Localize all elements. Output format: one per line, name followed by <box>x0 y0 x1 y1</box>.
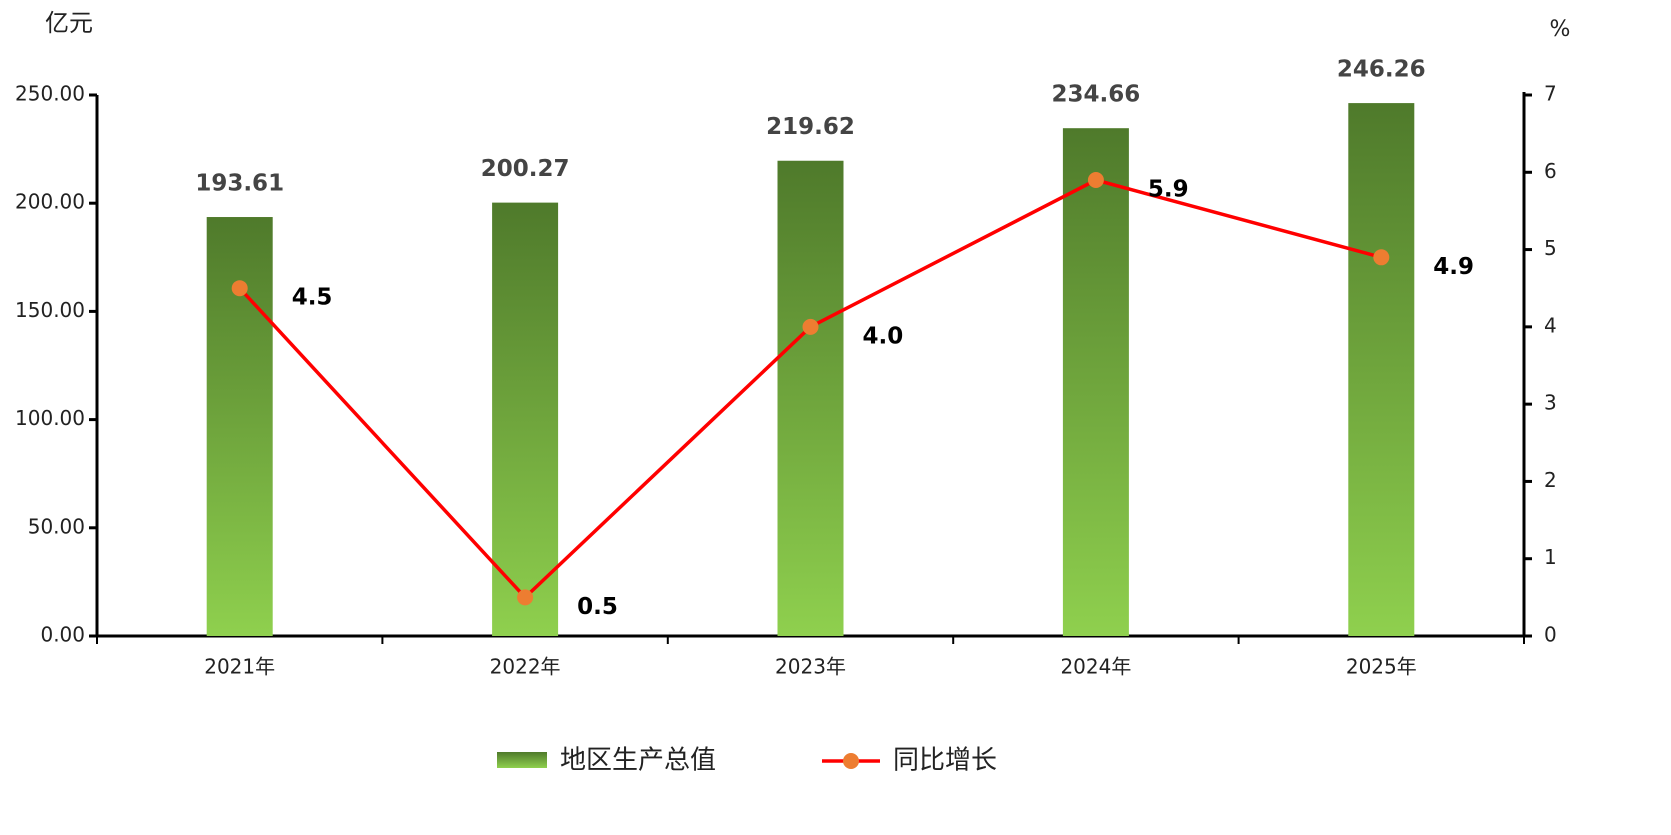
line-value-label: 5.9 <box>1148 177 1189 203</box>
bar <box>1062 128 1129 637</box>
bar <box>206 217 273 636</box>
x-tick-label: 2023年 <box>775 655 846 679</box>
bar-value-label: 219.62 <box>766 114 855 140</box>
y2-tick-label: 5 <box>1544 236 1557 260</box>
y2-tick-label: 7 <box>1544 82 1557 106</box>
line-marker <box>1087 172 1104 189</box>
line-marker <box>1373 249 1390 266</box>
y-unit: 亿元 <box>45 9 93 37</box>
bar-value-label: 234.66 <box>1052 82 1141 108</box>
x-tick-label: 2025年 <box>1346 655 1417 679</box>
legend-label: 同比增长 <box>893 746 997 776</box>
line-value-label: 0.5 <box>577 594 618 620</box>
y2-tick-label: 6 <box>1544 159 1557 183</box>
bar <box>777 160 844 637</box>
y-tick-label: 0.00 <box>40 623 85 647</box>
y-tick-label: 150.00 <box>15 298 85 322</box>
line-value-label: 4.0 <box>863 323 904 349</box>
y-tick-label: 200.00 <box>15 190 85 214</box>
line-marker <box>802 318 819 335</box>
bar-value-label: 193.61 <box>195 171 284 197</box>
y-tick-label: 250.00 <box>15 82 85 106</box>
y-tick-label: 50.00 <box>28 514 85 538</box>
bar-value-label: 246.26 <box>1337 57 1426 83</box>
y2-tick-label: 2 <box>1544 468 1557 492</box>
line-marker <box>517 589 534 606</box>
line-value-label: 4.5 <box>292 285 333 311</box>
y2-tick-label: 0 <box>1544 623 1557 647</box>
legend-swatch <box>497 752 547 768</box>
y2-tick-label: 3 <box>1544 391 1557 415</box>
x-tick-label: 2021年 <box>204 655 275 679</box>
y2-tick-label: 4 <box>1544 313 1557 337</box>
x-tick-label: 2024年 <box>1060 655 1131 679</box>
bar <box>1348 103 1415 636</box>
legend-label: 地区生产总值 <box>560 746 716 776</box>
legend-swatch <box>843 753 859 769</box>
y2-tick-label: 1 <box>1544 545 1557 569</box>
line-value-label: 4.9 <box>1433 254 1474 280</box>
bar <box>492 202 559 636</box>
line-marker <box>231 280 248 297</box>
y2-unit: % <box>1550 17 1571 42</box>
x-tick-label: 2022年 <box>490 655 561 679</box>
y-tick-label: 100.00 <box>15 406 85 430</box>
bar-value-label: 200.27 <box>481 156 570 182</box>
